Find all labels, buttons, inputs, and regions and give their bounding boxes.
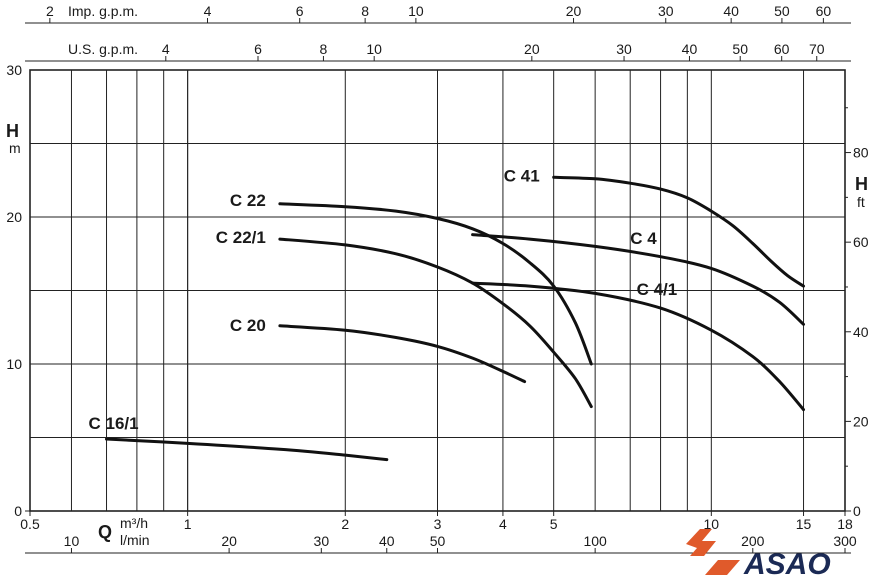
flow-lmin-tick-label: 200: [741, 533, 765, 549]
pump-curves: C 16/1 C 20 C 22/1 C 22 C 4 C 4/1 C 41: [89, 166, 805, 462]
head-m-tick-label: 0: [14, 503, 22, 519]
asao-logo-stripe: [705, 560, 740, 575]
flow-lmin-tick-label: 40: [379, 533, 395, 549]
flow-unit-lmin: l/min: [120, 532, 150, 548]
head-ft-tick-label: 0: [853, 503, 861, 519]
flow-symbol: Q: [98, 522, 112, 542]
us-gpm-label: U.S. g.p.m.: [68, 41, 138, 57]
curve-c-41: [552, 175, 805, 288]
imp-gpm-tick-label: 50: [774, 3, 790, 19]
head-ft-tick-label: 20: [853, 413, 869, 429]
curve-label-c-22: C 22: [230, 191, 266, 210]
curve-label-c-4-1: C 4/1: [637, 280, 678, 299]
curve-label-c-4: C 4: [630, 229, 657, 248]
head-ft-symbol: H: [855, 174, 868, 194]
flow-lmin-tick-label: 20: [221, 533, 237, 549]
curve-c-22-1: [278, 237, 593, 409]
flow-lmin-tick-label: 300: [833, 533, 857, 549]
us-gpm-tick-label: 20: [524, 41, 540, 57]
curve-label-c-41: C 41: [504, 166, 540, 185]
curve-c-4-1: [471, 281, 805, 412]
imp-gpm-tick-label: 6: [296, 3, 304, 19]
head-ft-tick-label: 80: [853, 145, 869, 161]
imp-gpm-tick-label: 40: [723, 3, 739, 19]
us-gpm-tick-label: 4: [162, 41, 170, 57]
imp-gpm-tick-label: 2: [46, 3, 54, 19]
curve-c-16-1: [105, 437, 389, 462]
flow-m3h-tick-label: 10: [704, 516, 720, 532]
head-ft-tick-label: 60: [853, 234, 869, 250]
head-m-tick-label: 30: [6, 62, 22, 78]
imp-gpm-label: Imp. g.p.m.: [68, 3, 138, 19]
flow-lmin-tick-label: 10: [64, 533, 80, 549]
flow-lmin-tick-label: 100: [583, 533, 607, 549]
us-gpm-tick-label: 60: [774, 41, 790, 57]
imp-gpm-tick-label: 60: [816, 3, 832, 19]
flow-m3h-tick-label: 0.5: [20, 516, 40, 532]
head-ft-unit: ft: [857, 194, 865, 210]
curve-c-4: [471, 233, 805, 326]
head-m-unit: m: [9, 140, 21, 156]
us-gpm-tick-label: 40: [682, 41, 698, 57]
us-gpm-tick-label: 30: [616, 41, 632, 57]
curve-label-c-22-1: C 22/1: [216, 228, 266, 247]
flow-lmin-tick-label: 30: [314, 533, 330, 549]
flow-m3h-tick-label: 2: [341, 516, 349, 532]
asao-logo: ASAO: [686, 529, 831, 577]
asao-logo-text: ASAO: [743, 548, 831, 577]
imp-gpm-tick-label: 20: [566, 3, 582, 19]
curve-c-20: [278, 324, 527, 384]
grid-lines: [30, 70, 845, 511]
imp-gpm-tick-label: 10: [408, 3, 424, 19]
head-ft-tick-label: 40: [853, 324, 869, 340]
head-m-symbol: H: [6, 121, 19, 141]
us-gpm-tick-label: 50: [732, 41, 748, 57]
head-m-tick-label: 10: [6, 356, 22, 372]
flow-unit-m3h: m³/h: [120, 515, 148, 531]
flow-lmin-tick-label: 50: [430, 533, 446, 549]
us-gpm-tick-label: 10: [366, 41, 382, 57]
imp-gpm-tick-label: 4: [204, 3, 212, 19]
flow-m3h-tick-label: 15: [796, 516, 812, 532]
flow-m3h-tick-label: 5: [550, 516, 558, 532]
us-gpm-tick-label: 6: [254, 41, 262, 57]
us-gpm-tick-label: 8: [320, 41, 328, 57]
curve-label-c-20: C 20: [230, 316, 266, 335]
flow-m3h-tick-label: 3: [434, 516, 442, 532]
flow-m3h-tick-label: 1: [184, 516, 192, 532]
head-m-tick-label: 20: [6, 209, 22, 225]
asao-logo-mark: [686, 529, 716, 556]
imp-gpm-tick-label: 30: [658, 3, 674, 19]
imp-gpm-tick-label: 8: [361, 3, 369, 19]
flow-m3h-tick-label: 4: [499, 516, 507, 532]
flow-m3h-tick-label: 18: [837, 516, 853, 532]
curve-label-c-16-1: C 16/1: [89, 414, 139, 433]
us-gpm-tick-label: 70: [809, 41, 825, 57]
